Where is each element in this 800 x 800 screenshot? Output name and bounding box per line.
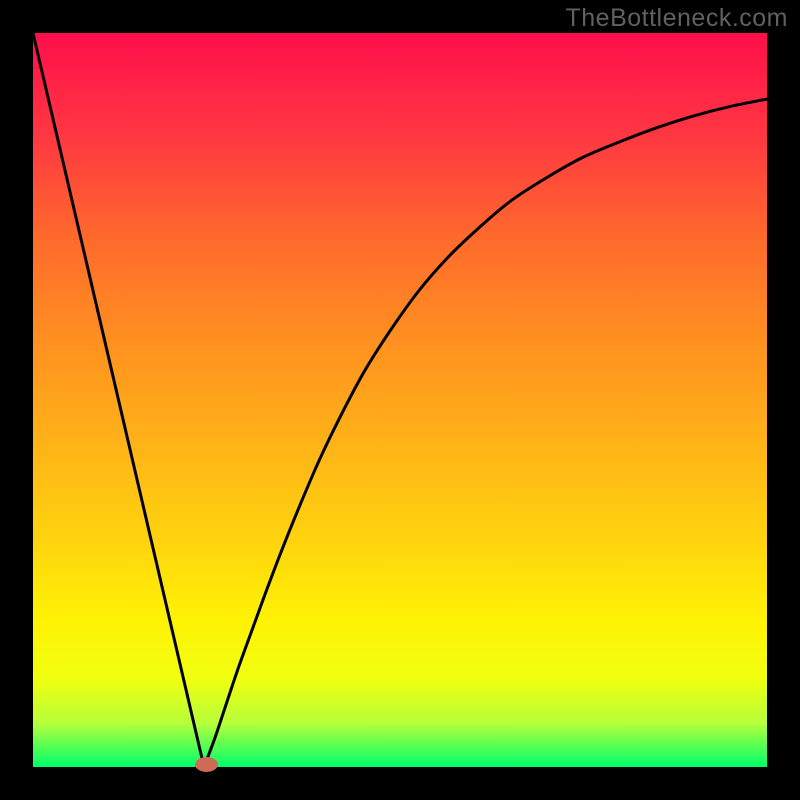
optimum-marker (195, 757, 218, 772)
chart-frame: TheBottleneck.com (0, 0, 800, 800)
plot-area (33, 33, 767, 767)
watermark-text: TheBottleneck.com (566, 4, 789, 33)
plot-svg (33, 33, 767, 767)
plot-background (33, 33, 767, 767)
